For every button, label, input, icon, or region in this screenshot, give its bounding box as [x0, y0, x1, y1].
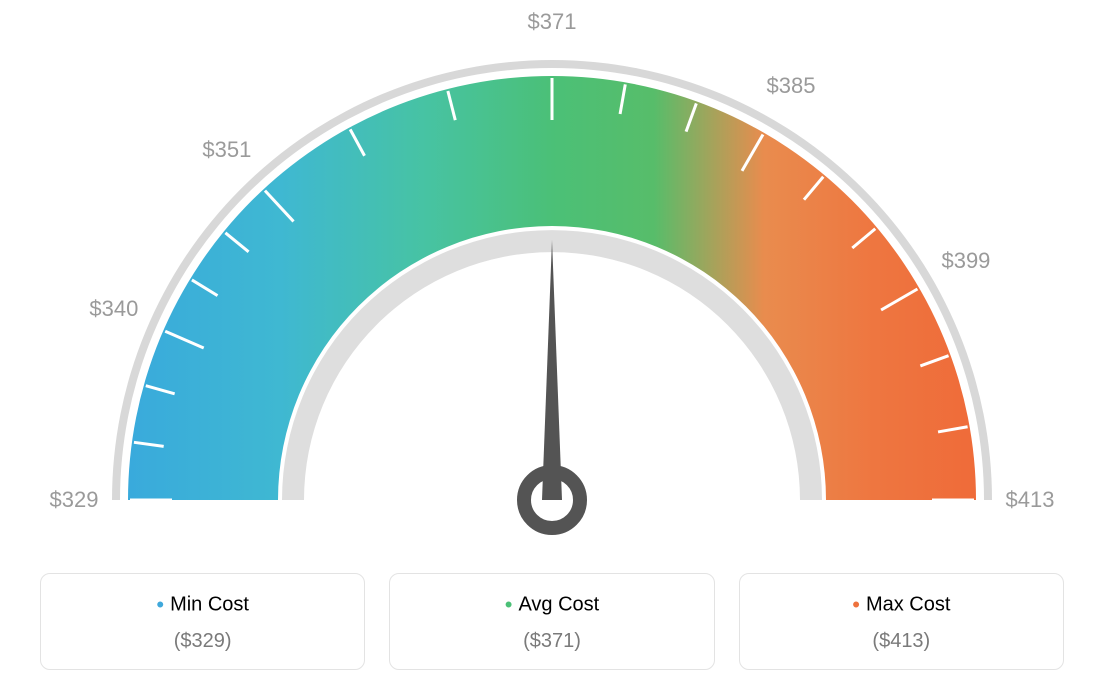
gauge-tick-label: $329 [50, 487, 99, 513]
legend-card-max: • Max Cost ($413) [739, 573, 1064, 670]
legend-title-avg: •Avg Cost [400, 592, 703, 618]
gauge-tick-label: $385 [767, 73, 816, 99]
legend-value-avg: ($371) [400, 630, 703, 653]
chart-container: $329 $340 $351 $371 $385 $399 $413 • Min Cost (… [0, 0, 1104, 690]
gauge-svg [0, 0, 1104, 560]
bullet-icon-max: • [852, 592, 860, 617]
legend-card-avg: •Avg Cost ($371) [389, 573, 714, 670]
gauge-tick-label: $399 [941, 248, 990, 274]
legend-row: •Min Cost ($329) •Avg Cost ($371) •Max C… [40, 573, 1064, 670]
legend-label-max: Max Cost [866, 593, 950, 615]
bullet-icon-min: • [156, 592, 164, 617]
gauge-tick-label: $413 [1006, 487, 1055, 513]
gauge-tick-label: $340 [89, 296, 138, 322]
gauge-tick-label: $371 [528, 9, 577, 35]
legend-title-min: • Min Cost [51, 592, 354, 618]
bullet-icon-avg: • [505, 592, 513, 617]
legend-label-min: Min Cost [170, 593, 249, 615]
gauge-tick-label: $351 [202, 137, 251, 163]
legend-value-max: ($413) [750, 630, 1053, 653]
gauge-area: $329 $340 $351 $371 $385 $399 $413 [0, 0, 1104, 560]
legend-value-min: ($329) [51, 630, 354, 653]
legend-card-min: • Min Cost ($329) [40, 573, 365, 670]
legend-title-max: • Max Cost [750, 592, 1053, 618]
legend-label-avg: Avg Cost [518, 593, 599, 615]
